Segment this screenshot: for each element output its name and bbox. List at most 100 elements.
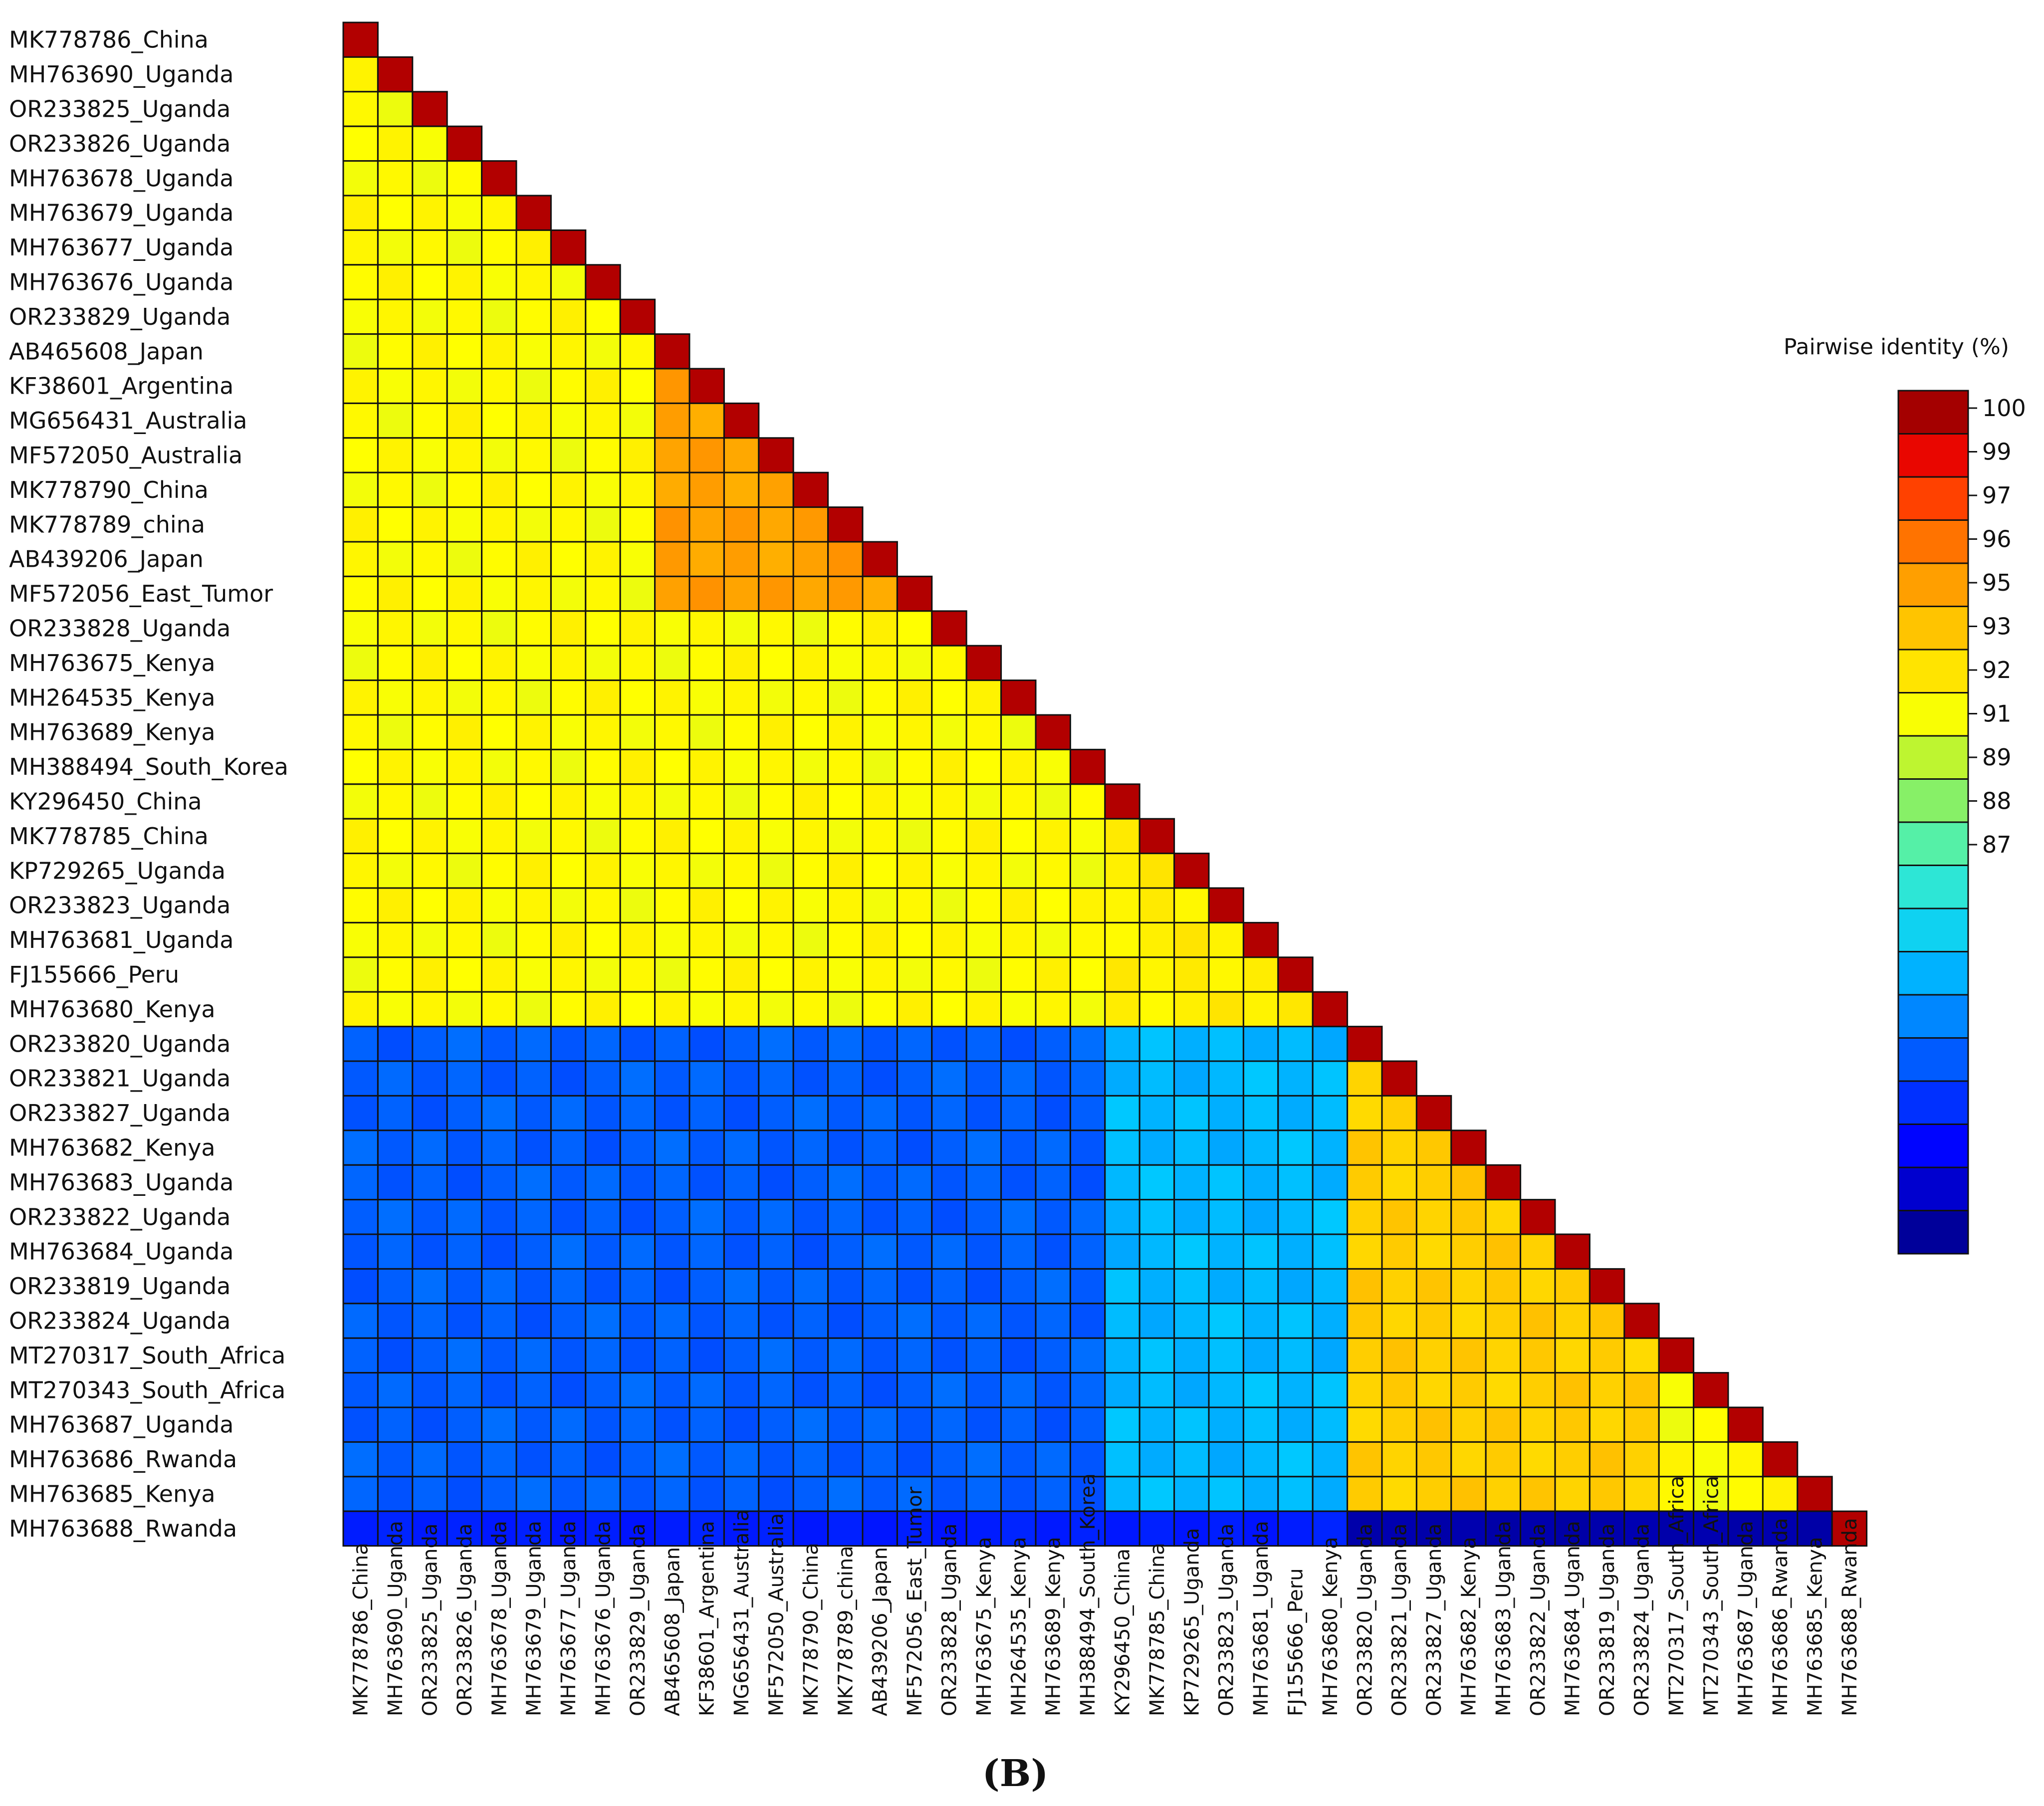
heatmap-cell [654, 645, 690, 681]
heatmap-cell [688, 471, 725, 508]
heatmap-cell [723, 645, 760, 681]
heatmap-cell [827, 887, 864, 923]
heatmap-cell [1277, 991, 1314, 1028]
heatmap-cell [550, 1129, 587, 1166]
heatmap-cell [412, 956, 448, 993]
heatmap-cell [377, 1095, 414, 1131]
heatmap-cell [481, 437, 517, 473]
heatmap-cell [1277, 1441, 1314, 1478]
heatmap-cell [446, 1095, 483, 1131]
row-label: MG656431_Australia [9, 407, 247, 434]
heatmap-cell [1623, 1406, 1660, 1443]
heatmap-cell [550, 748, 587, 785]
row-label: MH264535_Kenya [9, 684, 216, 711]
heatmap-cell [515, 1233, 552, 1270]
heatmap-cell [1623, 1510, 1660, 1547]
heatmap-cell [515, 1026, 552, 1062]
heatmap-cell [446, 541, 483, 577]
heatmap-cell [1173, 956, 1210, 993]
heatmap-cell [862, 818, 898, 855]
heatmap-cell [758, 471, 794, 508]
heatmap-cell [723, 714, 760, 750]
heatmap-cell [896, 956, 933, 993]
heatmap-cell [1104, 853, 1140, 889]
heatmap-cell [1104, 1164, 1140, 1201]
heatmap-cell [931, 818, 967, 855]
heatmap-cell [862, 1026, 898, 1062]
heatmap-cell [585, 1026, 621, 1062]
heatmap-cell [377, 783, 414, 820]
heatmap-cell [1069, 1233, 1106, 1270]
heatmap-cell [446, 437, 483, 473]
heatmap-cell [758, 783, 794, 820]
heatmap-cell [377, 1337, 414, 1374]
heatmap-cell [1208, 1406, 1244, 1443]
heatmap-cell [1554, 1476, 1590, 1512]
heatmap-cell [342, 21, 379, 58]
heatmap-cell [1381, 1233, 1417, 1270]
heatmap-cell [965, 1199, 1002, 1235]
heatmap-cell [1242, 1129, 1279, 1166]
heatmap-cell [1035, 1303, 1071, 1339]
heatmap-cell [446, 229, 483, 266]
heatmap-cell [1035, 1268, 1071, 1305]
colorbar-tick-label: 99 [1982, 439, 2012, 465]
heatmap-cell [377, 402, 414, 439]
heatmap-cell [1277, 1476, 1314, 1512]
heatmap-cell [481, 195, 517, 231]
heatmap-cell [1104, 956, 1140, 993]
heatmap-cell [1035, 1233, 1071, 1270]
heatmap-cell [723, 1441, 760, 1478]
heatmap-cell [1104, 1060, 1140, 1097]
heatmap-cell [688, 1406, 725, 1443]
heatmap-cell [1485, 1406, 1522, 1443]
heatmap-cell [481, 1026, 517, 1062]
heatmap-cell [1554, 1441, 1590, 1478]
heatmap-cell [515, 195, 552, 231]
heatmap-cell [1069, 818, 1106, 855]
heatmap-cell [446, 748, 483, 785]
heatmap-cell [792, 1441, 829, 1478]
heatmap-cell [1069, 1406, 1106, 1443]
heatmap-cell [412, 1337, 448, 1374]
heatmap-cell [585, 991, 621, 1028]
heatmap-cell [1069, 1199, 1106, 1235]
heatmap-cell [1035, 1476, 1071, 1512]
heatmap-cell [792, 1303, 829, 1339]
heatmap-cell [515, 1441, 552, 1478]
heatmap-cell [1138, 921, 1175, 958]
heatmap-cell [550, 1268, 587, 1305]
heatmap-cell [342, 1303, 379, 1339]
heatmap-cell [1277, 1164, 1314, 1201]
heatmap-cell [1347, 1476, 1383, 1512]
heatmap-cell [654, 610, 690, 647]
column-label: MH763682_Kenya [1458, 1537, 1481, 1716]
heatmap-cell [758, 437, 794, 473]
heatmap-cell [481, 991, 517, 1028]
row-label: OR233821_Uganda [9, 1065, 230, 1092]
heatmap-cell [377, 1372, 414, 1408]
heatmap-cell [481, 333, 517, 370]
heatmap-cell [1104, 991, 1140, 1028]
heatmap-cell [342, 1372, 379, 1408]
heatmap-cell [758, 1199, 794, 1235]
heatmap-cell [342, 368, 379, 404]
heatmap-cell [965, 1406, 1002, 1443]
heatmap-cell [758, 1303, 794, 1339]
row-label: AB439206_Japan [9, 546, 204, 573]
heatmap-cell [481, 1303, 517, 1339]
row-label: MH763690_Uganda [9, 61, 233, 88]
heatmap-cell [1208, 921, 1244, 958]
heatmap-cell [688, 1303, 725, 1339]
heatmap-cell [585, 437, 621, 473]
heatmap-cell [550, 437, 587, 473]
heatmap-cell [342, 1164, 379, 1201]
heatmap-cell [550, 1060, 587, 1097]
heatmap-cell [1277, 1233, 1314, 1270]
row-label: MF572050_Australia [9, 442, 242, 469]
heatmap-cell [896, 1337, 933, 1374]
heatmap-cell [481, 368, 517, 404]
heatmap-cell [931, 1510, 967, 1547]
heatmap-cell [1312, 1060, 1349, 1097]
heatmap-cell [758, 991, 794, 1028]
